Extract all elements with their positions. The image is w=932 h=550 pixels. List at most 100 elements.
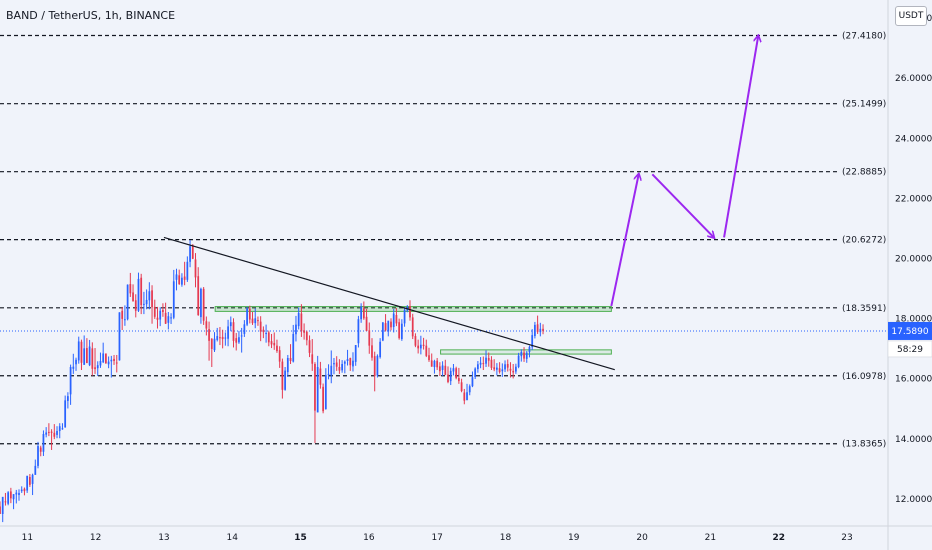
x-tick-label: 18 — [500, 533, 512, 543]
candle-body — [352, 360, 354, 367]
candle-body — [227, 326, 229, 339]
y-tick-label: 20.0000 — [895, 254, 932, 264]
candle-body — [273, 342, 276, 346]
candle-body — [75, 359, 77, 365]
candle-body — [132, 292, 134, 302]
candle-body — [487, 357, 490, 361]
candle-body — [107, 361, 110, 365]
candle-body — [39, 447, 42, 452]
x-tick-label: 22 — [772, 533, 785, 543]
candle-body — [210, 338, 213, 349]
candle-body — [37, 446, 39, 466]
candle-body — [105, 353, 107, 364]
candle-body — [403, 309, 406, 324]
candle-body — [153, 306, 156, 317]
last-price-badge — [888, 321, 932, 340]
candle-body — [319, 368, 322, 385]
candle-body — [248, 308, 251, 320]
y-tick-label: 24.0000 — [895, 134, 932, 144]
candle-body — [457, 378, 460, 382]
candle-body — [254, 318, 257, 324]
candle-body — [194, 259, 197, 278]
candle-body — [12, 494, 15, 500]
candle-body — [362, 308, 365, 319]
candle-body — [338, 366, 341, 371]
candle-body — [531, 335, 534, 348]
candle-body — [379, 341, 382, 358]
candle-body — [479, 362, 482, 365]
candle-body — [72, 366, 75, 369]
candle-body — [536, 324, 539, 332]
candle-body — [468, 386, 471, 393]
candle-body — [314, 363, 316, 411]
candle-body — [327, 373, 330, 375]
candle-body — [324, 375, 327, 410]
candle-body — [441, 365, 444, 371]
candle-body — [368, 330, 371, 346]
candle-body — [534, 324, 536, 337]
candle-body — [335, 362, 338, 367]
candle-body — [539, 328, 542, 333]
candle-body — [113, 358, 115, 361]
candle-body — [414, 336, 417, 346]
candle-body — [15, 492, 18, 495]
candle-body — [50, 431, 53, 433]
candle-body — [493, 367, 496, 370]
candle-body — [295, 324, 297, 335]
candle-body — [205, 321, 208, 329]
candle-body — [9, 491, 12, 499]
candle-body — [292, 333, 295, 362]
x-tick-label: 12 — [90, 533, 101, 543]
candle-body — [20, 489, 23, 492]
currency-badge[interactable]: USDT — [895, 6, 927, 26]
candle-body — [265, 333, 267, 335]
x-tick-label: 23 — [841, 533, 852, 543]
candle-body — [373, 356, 376, 377]
candle-body — [476, 364, 479, 370]
candle-body — [151, 290, 153, 308]
candle-body — [156, 317, 159, 320]
candle-body — [4, 501, 7, 503]
candle-body — [270, 341, 273, 345]
last-price-label: 17.5890 — [891, 327, 928, 337]
level-label: (16.0978) — [842, 372, 886, 382]
y-tick-label: 14.0000 — [895, 435, 932, 445]
candle-body — [278, 350, 281, 362]
candle-body — [365, 316, 368, 331]
candle-body — [523, 352, 525, 359]
candle-body — [99, 360, 102, 366]
y-tick-label: 18.0000 — [895, 315, 932, 325]
candle-body — [61, 428, 64, 430]
candle-body — [140, 277, 143, 306]
candle-body — [88, 346, 91, 366]
candle-body — [66, 396, 69, 401]
level-label: (22.8885) — [842, 168, 886, 178]
candle-body — [343, 361, 346, 364]
candle-body — [428, 355, 430, 361]
candle-body — [69, 366, 72, 395]
candle-body — [58, 426, 61, 432]
candle-body — [170, 317, 172, 319]
candle-body — [308, 340, 311, 353]
candle-body — [34, 465, 37, 475]
candle-body — [466, 392, 468, 401]
candle-body — [433, 360, 436, 367]
candle-body — [360, 306, 363, 320]
candle-body — [346, 359, 349, 361]
candle-body — [77, 341, 80, 361]
candle-body — [501, 369, 504, 372]
candle-body — [115, 362, 118, 364]
candle-body — [159, 310, 162, 320]
candle-body — [53, 432, 56, 437]
candle-body — [509, 368, 512, 371]
resistance-zone — [214, 306, 612, 312]
candle-body — [400, 323, 403, 340]
level-label: (27.4180) — [842, 32, 886, 42]
candle-body — [235, 338, 238, 343]
candle-body — [471, 377, 474, 387]
candle-body — [259, 321, 262, 332]
candle-body — [392, 313, 395, 328]
candle-body — [430, 360, 433, 367]
y-tick-label: 22.0000 — [895, 194, 932, 204]
